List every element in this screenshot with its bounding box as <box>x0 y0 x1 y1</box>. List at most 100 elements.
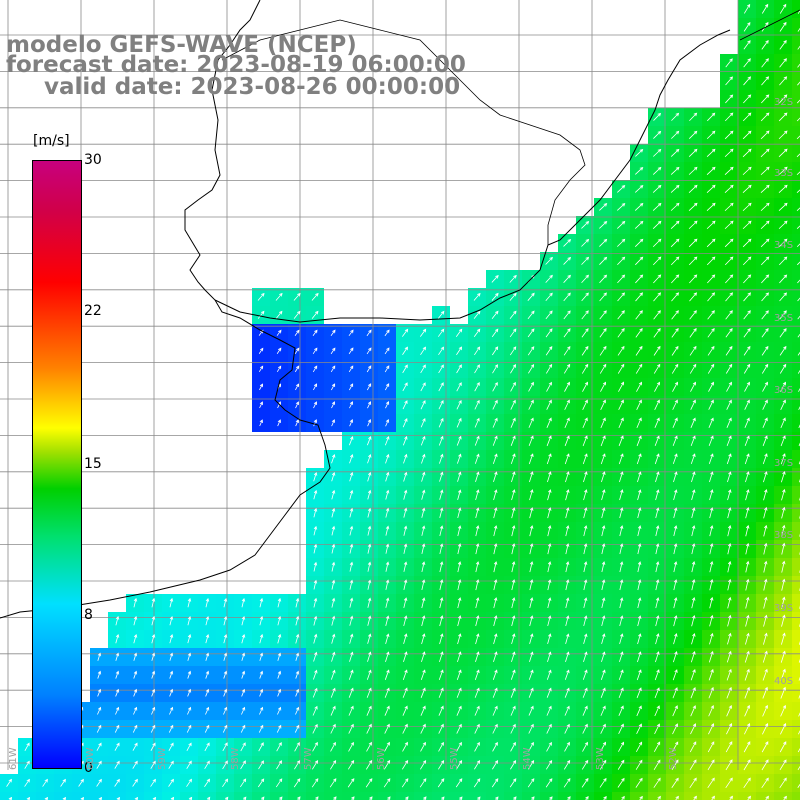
wind-arrow <box>240 742 246 752</box>
lat-label: 38S <box>774 530 794 541</box>
wind-arrow <box>778 148 788 158</box>
wind-arrow <box>763 632 768 645</box>
wind-arrow <box>690 723 697 735</box>
wind-arrow <box>420 417 426 428</box>
wind-arrow <box>151 670 156 679</box>
wind-arrow <box>636 381 642 392</box>
wind-arrow <box>670 256 680 266</box>
wind-arrow <box>762 668 768 681</box>
wind-arrow <box>349 651 354 662</box>
wind-cell <box>792 432 800 450</box>
wind-arrow <box>744 686 750 699</box>
wind-arrow <box>797 9 800 14</box>
wind-cell <box>792 486 800 504</box>
wind-arrow <box>402 418 408 428</box>
wind-arrow <box>599 220 608 229</box>
wind-arrow <box>780 668 786 681</box>
wind-cell <box>270 792 288 800</box>
wind-arrow <box>582 381 588 392</box>
wind-cell <box>162 792 180 800</box>
wind-arrow <box>457 525 462 537</box>
wind-arrow <box>295 706 300 715</box>
wind-arrow <box>259 615 264 626</box>
wind-arrow <box>385 561 390 572</box>
wind-arrow <box>599 256 608 265</box>
wind-arrow <box>351 796 355 800</box>
wind-arrow <box>294 724 300 733</box>
wind-cell <box>792 792 800 800</box>
wind-arrow <box>439 525 444 537</box>
wind-arrow <box>708 399 714 410</box>
wind-arrow <box>492 399 498 410</box>
wind-arrow <box>402 705 408 716</box>
wind-arrow <box>709 578 714 591</box>
wind-arrow <box>583 615 588 627</box>
wind-arrow <box>760 112 770 122</box>
wind-arrow <box>725 310 733 320</box>
uruguay-border <box>214 29 731 323</box>
wind-arrow <box>727 489 732 501</box>
wind-arrow <box>402 346 408 355</box>
wind-cell <box>792 504 800 522</box>
wind-cell <box>792 558 800 576</box>
wind-arrow <box>618 687 624 699</box>
wind-arrow <box>619 615 624 627</box>
wind-arrow <box>742 184 752 194</box>
wind-cell <box>180 792 198 800</box>
wind-arrow <box>779 741 787 753</box>
wind-arrow <box>24 760 30 769</box>
wind-arrow <box>348 383 354 391</box>
wind-cell <box>792 36 800 54</box>
wind-arrow <box>261 796 265 800</box>
wind-arrow <box>652 184 662 193</box>
wind-cell <box>324 792 342 800</box>
wind-arrow <box>402 400 408 410</box>
wind-arrow <box>385 543 390 554</box>
wind-arrow <box>511 507 516 519</box>
wind-arrow <box>600 453 606 465</box>
wind-arrow <box>565 543 570 555</box>
wind-arrow <box>725 345 733 356</box>
wind-arrow <box>581 310 589 320</box>
wind-cell <box>792 396 800 414</box>
wind-cell <box>72 792 90 800</box>
wind-arrow <box>312 329 318 336</box>
wind-arrow <box>420 400 426 410</box>
wind-arrow <box>330 347 336 355</box>
wind-arrow <box>761 292 770 302</box>
wind-arrow <box>275 778 283 788</box>
wind-arrow <box>599 238 608 247</box>
wind-arrow <box>420 759 427 770</box>
wind-arrow <box>509 778 517 788</box>
wind-arrow <box>474 417 480 428</box>
wind-arrow <box>563 274 571 283</box>
wind-arrow <box>169 615 174 626</box>
wind-arrow <box>601 525 606 537</box>
wind-arrow <box>688 220 698 230</box>
wind-arrow <box>421 651 426 663</box>
wind-arrow <box>420 741 426 752</box>
wind-arrow <box>707 274 716 284</box>
colorbar-tick-8: 8 <box>84 607 93 623</box>
colorbar-unit-label: [m/s] <box>33 133 70 149</box>
wind-arrow <box>457 651 462 663</box>
wind-arrow <box>493 543 498 555</box>
wind-arrow <box>690 668 696 681</box>
wind-arrow <box>744 668 750 681</box>
wind-arrow <box>385 401 390 409</box>
wind-arrow <box>617 777 625 788</box>
wind-arrow <box>563 363 571 374</box>
colorbar-tick-0: 0 <box>84 760 93 776</box>
wind-arrow <box>366 365 372 373</box>
wind-arrow <box>761 759 769 771</box>
wind-arrow <box>655 561 660 573</box>
wind-cell <box>396 792 414 800</box>
wind-arrow <box>599 203 608 211</box>
wind-arrow <box>241 652 246 661</box>
wind-arrow <box>619 561 624 573</box>
wind-arrow <box>168 778 174 787</box>
lon-label: 55W <box>449 747 460 770</box>
wind-arrow <box>761 21 769 32</box>
wind-arrow <box>724 130 734 140</box>
wind-arrow <box>186 760 192 769</box>
